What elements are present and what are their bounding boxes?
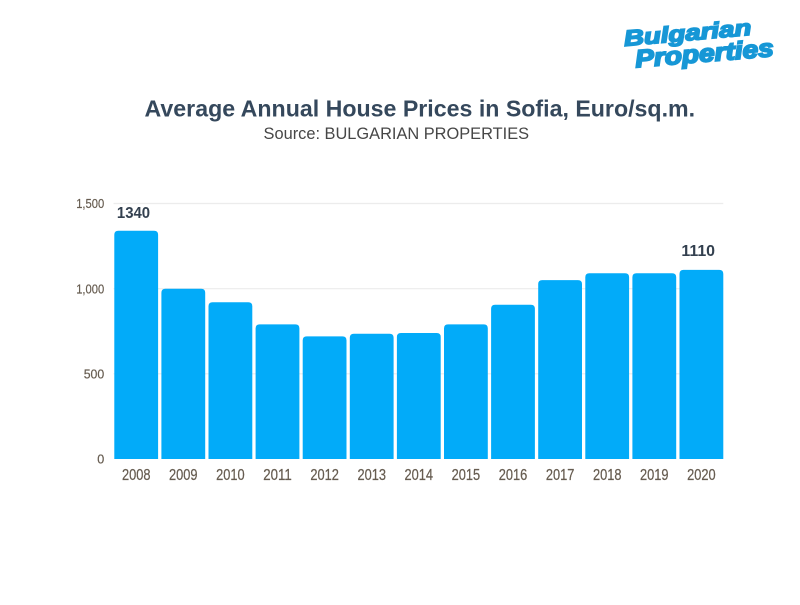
svg-text:2018: 2018 (593, 467, 622, 484)
svg-text:2019: 2019 (640, 467, 669, 484)
svg-text:2013: 2013 (357, 467, 386, 484)
svg-text:2009: 2009 (169, 467, 198, 484)
svg-text:1340: 1340 (117, 205, 150, 222)
svg-text:2011: 2011 (263, 467, 292, 484)
svg-text:Average Annual House Prices in: Average Annual House Prices in Sofia, Eu… (145, 95, 696, 121)
svg-text:1110: 1110 (681, 243, 715, 260)
svg-text:2010: 2010 (216, 467, 245, 484)
svg-text:2012: 2012 (310, 467, 339, 484)
svg-text:1,500: 1,500 (76, 196, 104, 211)
svg-text:500: 500 (84, 366, 105, 381)
svg-text:2020: 2020 (687, 467, 716, 484)
svg-text:0: 0 (97, 451, 104, 466)
svg-text:2016: 2016 (499, 467, 528, 484)
svg-text:2015: 2015 (452, 467, 481, 484)
svg-text:2014: 2014 (405, 467, 434, 484)
svg-text:1,000: 1,000 (76, 281, 104, 296)
svg-text:2008: 2008 (122, 467, 151, 484)
svg-text:Source: BULGARIAN PROPERTIES: Source: BULGARIAN PROPERTIES (264, 124, 530, 143)
svg-text:2017: 2017 (546, 467, 575, 484)
